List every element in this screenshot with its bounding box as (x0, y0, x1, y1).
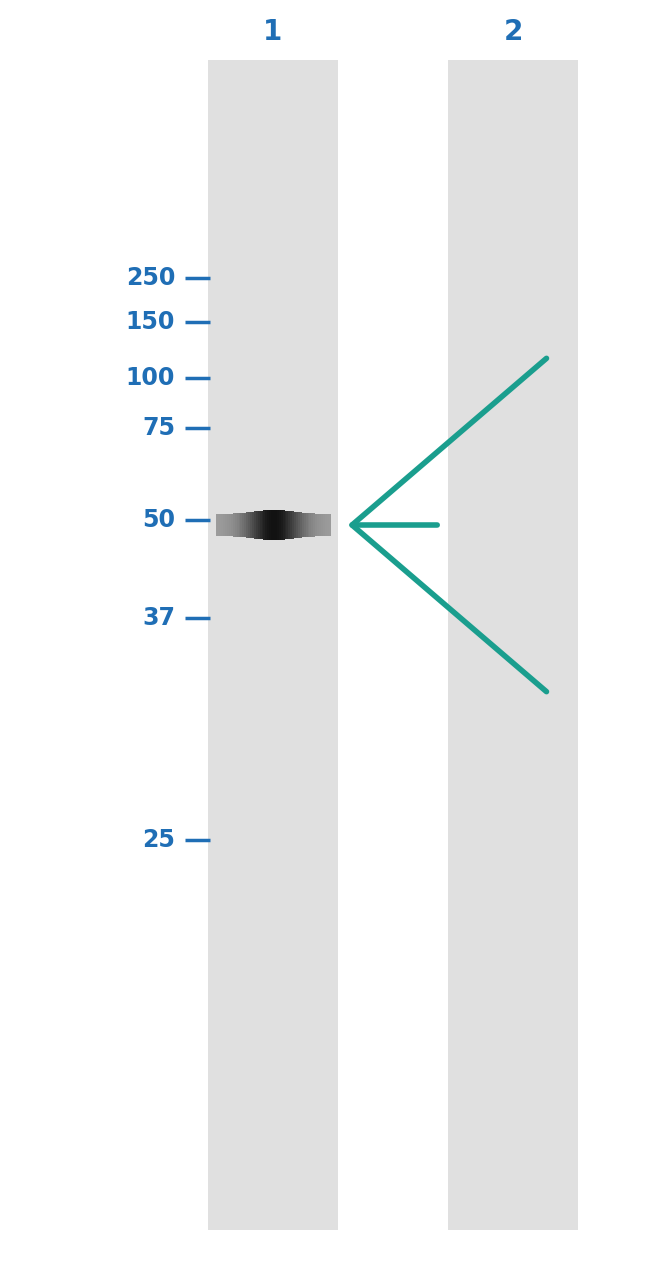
Bar (257, 511, 260, 538)
Bar (279, 511, 281, 540)
Bar (229, 513, 231, 536)
Bar (244, 513, 246, 537)
Bar (275, 511, 277, 540)
Bar (304, 513, 306, 537)
Bar (298, 512, 300, 538)
Bar (302, 513, 304, 537)
Text: 1: 1 (263, 18, 283, 46)
Bar (296, 512, 298, 538)
Bar (325, 514, 327, 536)
Bar (227, 513, 229, 536)
Bar (283, 511, 285, 540)
Bar (263, 511, 265, 540)
Bar (327, 514, 329, 536)
Bar (291, 512, 292, 538)
Bar (294, 512, 296, 538)
Bar (259, 511, 261, 540)
Bar (311, 513, 313, 537)
Bar (252, 512, 254, 538)
Bar (323, 514, 325, 536)
Bar (292, 512, 294, 538)
Bar (221, 514, 223, 536)
Bar (231, 513, 233, 536)
Text: 50: 50 (142, 508, 175, 532)
Bar (321, 514, 323, 536)
Bar (239, 513, 240, 537)
Text: 37: 37 (142, 606, 175, 630)
Bar (240, 513, 242, 537)
Bar (265, 511, 267, 540)
Bar (273, 511, 275, 540)
Bar (317, 513, 319, 536)
Bar (319, 513, 321, 536)
Bar (261, 511, 263, 540)
Bar (289, 511, 291, 538)
Bar (306, 513, 307, 537)
Bar (448, 60, 578, 1231)
Bar (254, 512, 256, 538)
Bar (242, 513, 244, 537)
Text: 75: 75 (142, 417, 175, 439)
Bar (246, 512, 248, 537)
Bar (237, 513, 239, 537)
Bar (208, 60, 338, 1231)
Text: 100: 100 (125, 366, 175, 390)
Text: 25: 25 (142, 828, 175, 852)
Bar (281, 511, 283, 540)
Bar (309, 513, 311, 537)
Bar (217, 514, 220, 536)
Bar (248, 512, 250, 538)
Bar (255, 512, 258, 538)
Bar (300, 512, 302, 537)
Bar (277, 511, 279, 540)
Bar (329, 514, 331, 536)
Bar (233, 513, 235, 536)
Bar (287, 511, 289, 540)
Bar (250, 512, 252, 538)
Bar (235, 513, 237, 537)
Bar (225, 514, 227, 536)
Bar (219, 514, 222, 536)
Bar (223, 514, 225, 536)
Bar (285, 511, 287, 540)
Text: 150: 150 (125, 310, 175, 334)
Text: 2: 2 (503, 18, 523, 46)
Bar (313, 513, 315, 536)
Bar (269, 511, 271, 540)
Bar (267, 511, 269, 540)
Bar (315, 513, 317, 536)
Text: 250: 250 (125, 265, 175, 290)
Bar (307, 513, 309, 537)
Bar (271, 511, 273, 540)
Bar (216, 514, 218, 536)
